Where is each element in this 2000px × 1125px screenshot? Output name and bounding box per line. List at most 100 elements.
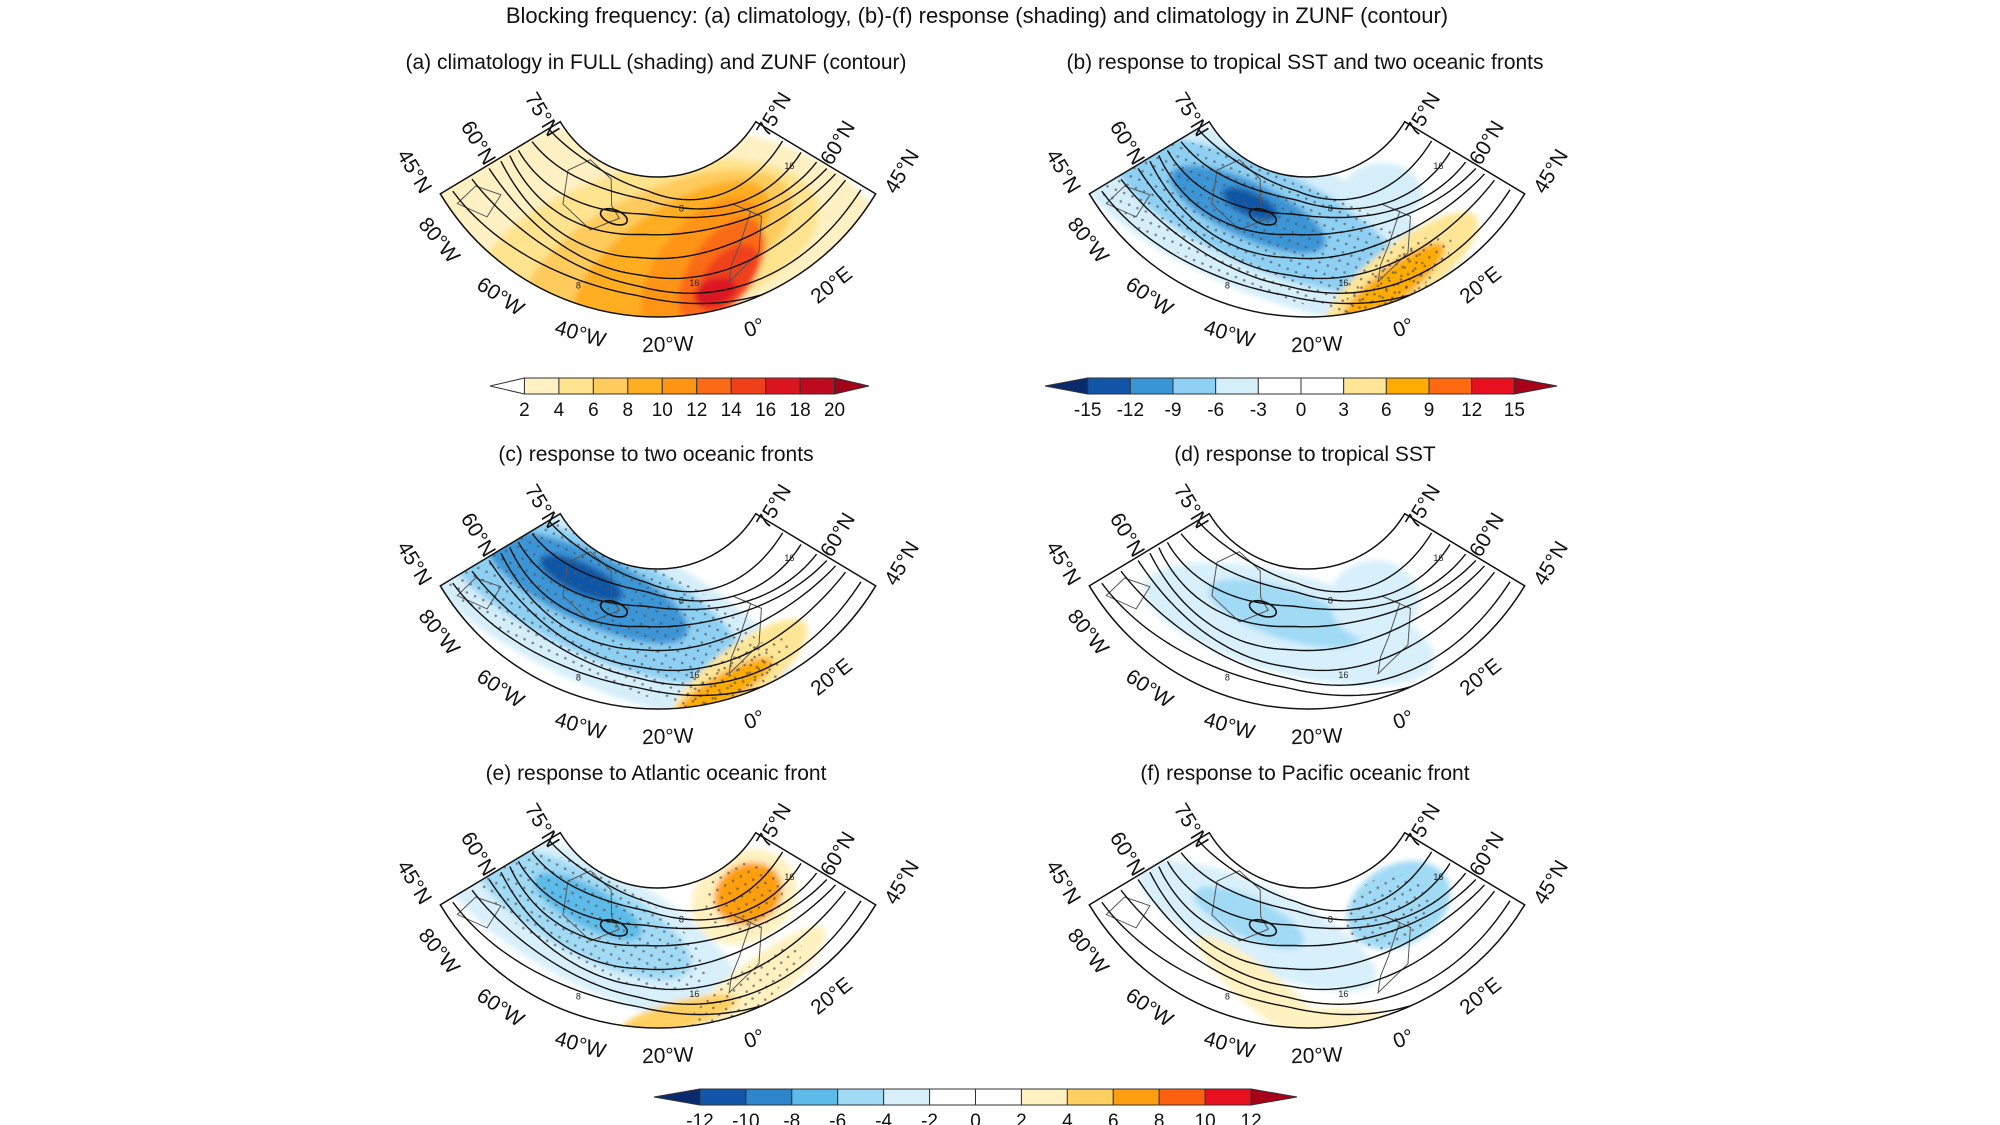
contour-line [1248,207,1278,226]
lon-label: 40°W [1201,1027,1257,1063]
colorbar-label: 6 [1108,1111,1119,1125]
contour-line [509,155,828,236]
contour-line [517,860,818,930]
lon-label: 40°W [552,1027,608,1063]
contour-line [1120,178,1511,295]
coastline [1211,551,1270,623]
colorbar-label: 8 [1154,1111,1165,1125]
contour-line [531,141,802,210]
lat-label-right: 75°N [752,800,796,852]
contour-line [500,552,837,652]
colorbar-box [1087,377,1131,395]
contour-label: 16 [784,872,794,882]
coastline [1105,577,1151,610]
colorbar-label: -2 [921,1111,938,1125]
contour-line [549,521,784,593]
colorbar-label: 20 [824,400,845,421]
map-frame [1088,831,1526,1029]
colorbar-label: -3 [1250,400,1267,421]
map-panel-d: (d) response to tropical SST 8 16 8 16 45°N 45… [1041,443,1573,749]
colorbar-box [558,377,594,395]
map-frame [1088,512,1526,710]
colorbar-box [791,1088,839,1106]
coastline [562,159,621,231]
contour-label: 8 [1328,596,1333,606]
lon-label: 40°W [552,708,608,744]
map-panel-a: (a) climatology in FULL (shading) and ZU… [392,51,924,357]
colorbar-label: 10 [1195,1111,1216,1125]
map-panel-c: (c) response to two oceanic fronts 8 16 8 16… [392,443,924,749]
colorbar-label: 12 [686,400,707,421]
colorbar-label: -15 [1074,400,1101,421]
contour-line [500,160,837,260]
coastline [1377,203,1411,284]
significance-stipple [662,944,803,1028]
colorbar-label: -12 [686,1111,713,1125]
colorbar-box [929,1088,976,1106]
shading: 8 16 8 16 [1089,513,1525,709]
contour-line [549,129,784,201]
map-frame [1088,120,1526,318]
coastline [1211,159,1270,231]
lat-label-right: 60°N [816,117,860,169]
colorbar-box [699,1088,747,1106]
colorbar-arrow-low [489,377,525,395]
lon-label: 60°W [472,273,528,321]
coastline [456,577,502,610]
lon-label: 20°W [1291,332,1344,357]
contour-line [1166,860,1467,930]
coastline [456,185,502,218]
significance-stipple [673,637,791,709]
lat-label-right: 75°N [752,89,796,141]
lat-label-right: 75°N [1401,800,1445,852]
colorbar-label: 4 [1062,1111,1073,1125]
contour-line [1198,840,1433,912]
colorbar-box [1343,377,1387,395]
significance-stipple [1338,234,1452,317]
lon-label: 20°W [642,1043,695,1068]
colorbar-label: 14 [721,400,743,421]
colorbar-box [627,377,663,395]
colorbar-label: -6 [829,1111,846,1125]
colorbar-box [1428,377,1473,395]
contour-label: 8 [576,281,581,291]
contour-label: 8 [1225,673,1230,683]
contour-line [531,852,802,921]
contour-line [1149,871,1486,971]
coastline [456,896,502,929]
contour-line [471,889,862,1006]
contour-line [1149,552,1486,652]
lon-label: 20°E [807,973,857,1019]
coastline [1211,870,1270,942]
lon-label: 40°W [1201,708,1257,744]
colorbar-label: -4 [875,1111,892,1125]
lat-label-right: 60°N [1465,509,1509,561]
lon-label: 0° [741,314,768,342]
lon-label: 0° [1390,314,1417,342]
colorbar-label: 2 [1016,1111,1027,1125]
coastline [728,203,762,284]
contour-line [1158,866,1477,947]
colorbar-box [1385,377,1430,395]
lat-label-right: 60°N [1465,828,1509,880]
coastline [1377,595,1411,676]
colorbar-label: 15 [1504,400,1525,421]
contour-line [1248,599,1278,618]
lon-label: 60°W [1121,984,1177,1032]
contour-label: 16 [689,278,699,288]
shading: 8 16 8 16 [1089,832,1525,1028]
lon-label: 80°W [1063,605,1113,660]
colorbar-label: 8 [623,400,634,421]
contour-line [599,599,629,618]
contour-line [1166,149,1467,219]
colorbar-label: 18 [790,400,811,421]
contour-line [599,207,629,226]
colorbar-box [1112,1088,1160,1106]
lon-label: 0° [741,1025,768,1053]
shading: 8 16 8 16 [440,832,876,1028]
contour-line [599,918,629,937]
colorbar-label: 6 [1381,400,1392,421]
lon-label: 60°W [472,984,528,1032]
panel-title: (c) response to two oceanic fronts [498,443,813,466]
